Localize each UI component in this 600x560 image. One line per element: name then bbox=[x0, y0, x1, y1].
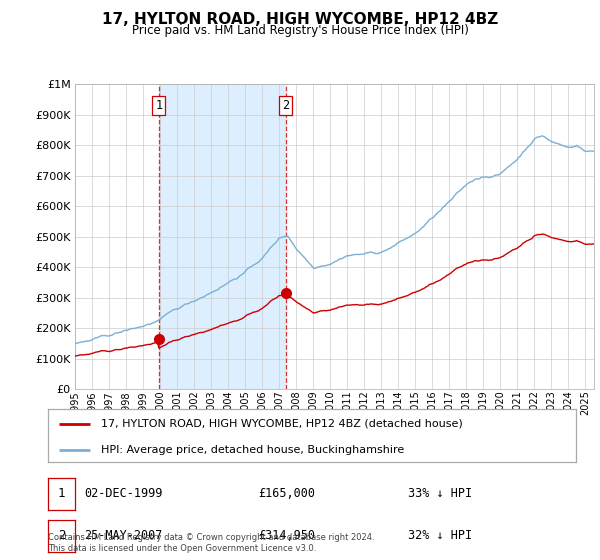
Bar bbox=[159, 84, 286, 389]
Text: 17, HYLTON ROAD, HIGH WYCOMBE, HP12 4BZ (detached house): 17, HYLTON ROAD, HIGH WYCOMBE, HP12 4BZ … bbox=[101, 419, 463, 429]
Text: 1: 1 bbox=[58, 487, 65, 500]
Text: Price paid vs. HM Land Registry's House Price Index (HPI): Price paid vs. HM Land Registry's House … bbox=[131, 24, 469, 37]
Text: £314,950: £314,950 bbox=[258, 529, 315, 542]
Text: 2: 2 bbox=[282, 99, 289, 112]
Text: Contains HM Land Registry data © Crown copyright and database right 2024.
This d: Contains HM Land Registry data © Crown c… bbox=[48, 533, 374, 553]
Text: HPI: Average price, detached house, Buckinghamshire: HPI: Average price, detached house, Buck… bbox=[101, 445, 404, 455]
Text: 17, HYLTON ROAD, HIGH WYCOMBE, HP12 4BZ: 17, HYLTON ROAD, HIGH WYCOMBE, HP12 4BZ bbox=[102, 12, 498, 27]
Text: £165,000: £165,000 bbox=[258, 487, 315, 500]
Text: 1: 1 bbox=[155, 99, 162, 112]
Text: 02-DEC-1999: 02-DEC-1999 bbox=[84, 487, 163, 500]
Text: 25-MAY-2007: 25-MAY-2007 bbox=[84, 529, 163, 542]
Text: 33% ↓ HPI: 33% ↓ HPI bbox=[408, 487, 472, 500]
Text: 32% ↓ HPI: 32% ↓ HPI bbox=[408, 529, 472, 542]
Text: 2: 2 bbox=[58, 529, 65, 542]
